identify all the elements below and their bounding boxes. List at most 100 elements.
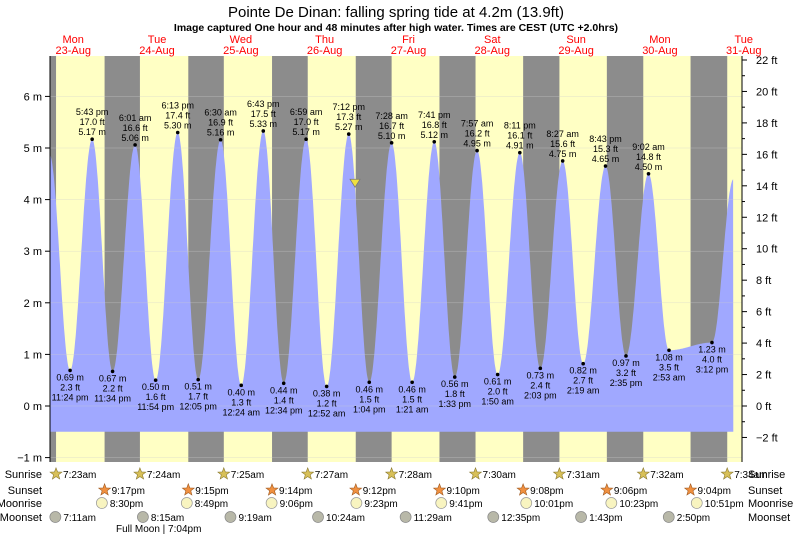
- height-m-label: 0.56 m: [441, 379, 469, 389]
- height-m-label: 5.33 m: [250, 119, 278, 129]
- right-tick-label: 0 ft: [756, 401, 771, 413]
- low-tide-label: 1.08 m3.5 ft2:53 am: [653, 348, 685, 382]
- sunrise-icon: [384, 466, 399, 480]
- sunset-time: 9:06pm: [614, 486, 647, 497]
- extreme-dot: [261, 129, 266, 133]
- moonset-icon: [399, 511, 412, 523]
- sunset-row-label-left: Sunset: [8, 485, 42, 497]
- low-tide-label: 0.61 m2.0 ft1:50 am: [481, 372, 514, 407]
- extreme-dot: [389, 141, 394, 145]
- height-m-label: 4.95 m: [463, 139, 491, 149]
- sunset-time: 9:17pm: [112, 486, 145, 497]
- time-label: 2:35 pm: [610, 378, 643, 388]
- low-tide-label: 0.97 m3.2 ft2:35 pm: [610, 354, 643, 388]
- time-label: 8:27 am: [546, 129, 579, 139]
- height-ft-label: 17.0 ft: [80, 117, 106, 127]
- right-tick-label: 18 ft: [756, 118, 777, 130]
- sunrise-time: 7:34am: [734, 470, 767, 481]
- extreme-dot: [518, 150, 522, 155]
- sunrise-icon: [468, 466, 483, 480]
- height-m-label: 0.82 m: [569, 366, 597, 376]
- low-tide-label: 0.56 m1.8 ft1:33 pm: [438, 375, 471, 409]
- high-tide-label: 4.75 m15.6 ft8:27 am: [546, 129, 579, 163]
- sunset-time: 9:14pm: [279, 486, 312, 497]
- height-m-label: 5.30 m: [164, 121, 192, 131]
- day-name-label: Fri: [402, 34, 415, 46]
- extreme-dot: [538, 366, 543, 371]
- day-date-label: 31-Aug: [726, 45, 761, 57]
- moonrise-icon: [690, 497, 703, 509]
- height-m-label: 5.12 m: [421, 130, 449, 140]
- day-name-label: Sun: [566, 34, 586, 46]
- height-m-label: 0.38 m: [313, 388, 341, 398]
- height-m-label: 5.10 m: [378, 131, 406, 141]
- time-label: 6:01 am: [119, 113, 152, 123]
- moonset-icon: [662, 511, 675, 523]
- height-m-label: 5.16 m: [207, 128, 235, 138]
- sunrise-icon: [217, 466, 231, 480]
- day-header-labels: Mon23-AugTue24-AugWed25-AugThu26-AugFri2…: [55, 34, 761, 57]
- left-tick-label: 1 m: [24, 349, 42, 361]
- time-label: 12:24 am: [222, 407, 260, 417]
- left-tick-label: −1 m: [17, 453, 42, 465]
- moonset-row-label-left: Moonset: [0, 512, 42, 524]
- time-label: 7:12 pm: [333, 102, 366, 112]
- height-m-label: 5.06 m: [121, 133, 149, 143]
- gridlines: [50, 96, 742, 458]
- right-tick-label: 14 ft: [756, 181, 777, 193]
- height-ft-label: 2.7 ft: [573, 376, 594, 386]
- moonset-time: 8:15am: [151, 513, 184, 524]
- day-name-label: Tue: [734, 34, 753, 46]
- right-tick-label: 6 ft: [756, 307, 771, 319]
- height-ft-label: 2.4 ft: [530, 380, 551, 390]
- height-ft-label: 17.5 ft: [251, 109, 277, 119]
- height-ft-label: 16.1 ft: [507, 131, 533, 141]
- height-ft-label: 2.2 ft: [103, 383, 124, 393]
- sunrise-time: 7:25am: [231, 470, 264, 481]
- high-tide-label: 4.95 m16.2 ft7:57 am: [461, 119, 493, 153]
- height-m-label: 1.08 m: [655, 352, 683, 362]
- height-ft-label: 3.5 ft: [659, 362, 680, 372]
- moonrise-icon: [265, 497, 278, 509]
- left-tick-label: 5 m: [24, 143, 42, 155]
- low-tide-label: 1.23 m4.0 ft3:12 pm: [696, 340, 729, 375]
- right-tick-label: 2 ft: [756, 370, 771, 382]
- time-label: 11:34 pm: [94, 393, 131, 403]
- left-tick-label: 4 m: [24, 195, 42, 207]
- time-label: 3:12 pm: [696, 365, 729, 375]
- moonrise-time: 9:41pm: [449, 499, 482, 510]
- moonrise-time: 10:01pm: [534, 499, 573, 510]
- extreme-dot: [110, 369, 115, 374]
- high-tide-label: 4.91 m16.1 ft8:11 pm: [504, 121, 536, 155]
- extreme-dot: [624, 354, 628, 358]
- high-tide-label: 5.12 m16.8 ft7:41 pm: [418, 110, 451, 144]
- height-m-label: 0.50 m: [142, 382, 170, 392]
- extreme-dot: [239, 383, 244, 388]
- sunset-icon: [181, 482, 196, 496]
- current-tide-marker: [349, 178, 361, 189]
- day-name-label: Mon: [63, 34, 84, 46]
- low-tide-label: 0.82 m2.7 ft2:19 am: [567, 361, 599, 396]
- height-m-label: 0.40 m: [227, 387, 255, 397]
- sunset-icon: [97, 482, 112, 496]
- day-name-label: Mon: [649, 34, 670, 46]
- height-ft-label: 1.5 ft: [359, 394, 380, 404]
- height-ft-label: 1.4 ft: [274, 395, 295, 405]
- left-tick-label: 3 m: [24, 246, 42, 258]
- time-label: 7:28 am: [375, 111, 408, 121]
- height-m-label: 0.51 m: [184, 382, 212, 392]
- time-label: 1:21 am: [396, 404, 429, 414]
- chart-title: Pointe De Dinan: falling spring tide at …: [228, 4, 564, 21]
- time-label: 6:59 am: [290, 107, 323, 117]
- moonrise-icon: [520, 497, 533, 509]
- moonset-time: 12:35pm: [501, 513, 540, 524]
- high-tide-label: 5.16 m16.9 ft6:30 am: [204, 108, 237, 142]
- moonrise-time: 9:23pm: [364, 499, 397, 510]
- height-ft-label: 17.4 ft: [165, 111, 191, 121]
- right-tick-label: 10 ft: [756, 244, 777, 256]
